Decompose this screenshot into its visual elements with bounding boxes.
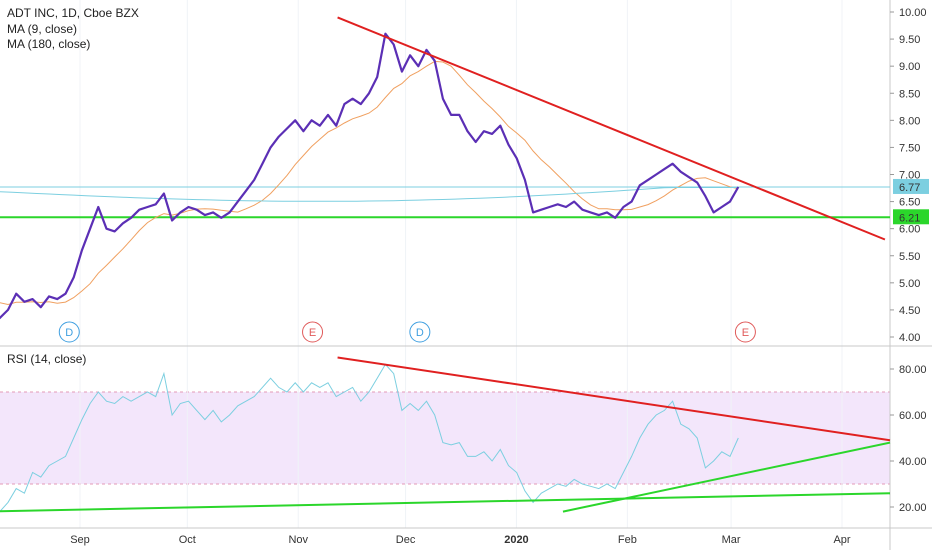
event-marker[interactable]: E	[302, 321, 324, 343]
rsi-trendline[interactable]	[0, 492, 891, 513]
event-marker[interactable]: D	[409, 321, 431, 343]
legend-ma9: MA (9, close)	[7, 22, 77, 36]
event-marker-label: D	[65, 327, 73, 339]
rsi-band	[0, 391, 890, 485]
time-tick-label: 2020	[504, 534, 528, 546]
price-series	[0, 32, 740, 320]
moving-averages	[0, 60, 739, 306]
price-trendlines	[337, 16, 886, 241]
rsi-series	[0, 363, 739, 513]
price-line	[0, 32, 740, 320]
event-marker-circle	[302, 321, 324, 343]
ma9-line	[0, 60, 739, 306]
ma180-line	[0, 187, 738, 202]
price-tick-label: 4.00	[899, 332, 920, 344]
price-value-badge-bg	[893, 178, 929, 194]
time-axis-ticks: Sep Oct Nov Dec 2020 Feb Mar Apr	[70, 534, 851, 546]
vertical-grid	[79, 0, 843, 528]
rsi-tick-label: 60.00	[899, 410, 927, 422]
price-value-badge: 6.21	[893, 209, 929, 225]
price-tick-label: 9.00	[899, 61, 920, 73]
rsi-tick-label: 40.00	[899, 456, 927, 468]
time-tick-label: Feb	[618, 534, 637, 546]
price-horizontal-lines	[0, 186, 890, 219]
chart-title: ADT INC, 1D, Cboe BZX	[7, 6, 139, 20]
event-marker-label: D	[416, 327, 424, 339]
price-tick-label: 6.50	[899, 197, 920, 209]
price-value-badges: 6.77 6.21	[893, 178, 929, 225]
price-value-badge-bg	[893, 209, 929, 225]
time-tick-label: Apr	[833, 534, 850, 546]
time-tick-label: Sep	[70, 534, 90, 546]
event-marker[interactable]: D	[58, 321, 80, 343]
price-tick-label: 5.00	[899, 278, 920, 290]
price-tick-label: 8.00	[899, 115, 920, 127]
price-axis-ticks: 10.00 9.50 9.00 8.50 8.00 7.50 7.00 6.50 6.00 5.5…	[890, 7, 927, 344]
price-tick-label: 10.00	[899, 7, 927, 19]
price-value-badge-label: 6.21	[899, 212, 920, 224]
event-marker-circle	[734, 321, 756, 343]
price-value-badge-label: 6.77	[899, 182, 920, 194]
event-marker-label: E	[309, 327, 316, 339]
event-marker-circle	[409, 321, 431, 343]
price-tick-label: 7.00	[899, 170, 920, 182]
event-marker[interactable]: E	[734, 321, 756, 343]
rsi-line	[0, 363, 739, 513]
time-tick-label: Mar	[722, 534, 741, 546]
rsi-tick-label: 80.00	[899, 364, 927, 376]
rsi-tick-label: 20.00	[899, 502, 927, 514]
rsi-title: RSI (14, close)	[7, 352, 86, 366]
price-tick-label: 8.50	[899, 88, 920, 100]
time-tick-label: Oct	[179, 534, 196, 546]
rsi-band-fill	[0, 392, 890, 484]
price-tick-label: 7.50	[899, 142, 920, 154]
rsi-trendline[interactable]	[562, 441, 891, 513]
price-tick-label: 6.00	[899, 224, 920, 236]
rsi-trendlines	[0, 356, 891, 513]
price-tick-label: 4.50	[899, 305, 920, 317]
time-tick-label: Dec	[396, 534, 416, 546]
price-tick-label: 5.50	[899, 251, 920, 263]
event-marker-circle	[58, 321, 80, 343]
event-marker-label: E	[742, 327, 749, 339]
price-value-badge: 6.77	[893, 178, 929, 194]
price-tick-label: 9.50	[899, 34, 920, 46]
rsi-trendline[interactable]	[337, 356, 891, 442]
legend-ma180: MA (180, close)	[7, 37, 90, 51]
rsi-axis-ticks: 80.00 60.00 40.00 20.00	[890, 364, 927, 514]
time-tick-label: Nov	[288, 534, 308, 546]
price-trendline[interactable]	[337, 16, 886, 241]
